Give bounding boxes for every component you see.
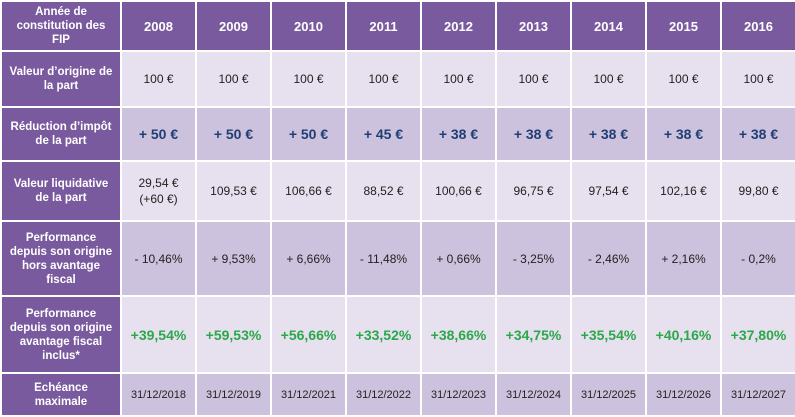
table-cell: 100 €: [195, 50, 272, 108]
table-cell: + 38 €: [720, 106, 795, 162]
year-header: 2010: [270, 0, 347, 52]
table-cell: 31/12/2027: [720, 372, 795, 417]
table-cell: - 3,25%: [495, 220, 572, 297]
table-cell: 100 €: [270, 50, 347, 108]
table-cell: + 38 €: [420, 106, 497, 162]
table-cell: 102,16 €: [645, 160, 722, 222]
table-cell: - 0,2%: [720, 220, 795, 297]
table-row-performance-hors-avantage: Performance depuis son origine hors avan…: [0, 220, 795, 297]
table-row-valeur-origine: Valeur d’origine de la part 100 € 100 € …: [0, 50, 795, 108]
table-cell: 97,54 €: [570, 160, 647, 222]
table-cell: + 50 €: [270, 106, 347, 162]
row-label: Valeur d’origine de la part: [0, 50, 122, 108]
table-cell: + 9,53%: [195, 220, 272, 297]
table-cell: +56,66%: [270, 295, 347, 374]
year-header: 2015: [645, 0, 722, 52]
table-row-valeur-liquidative: Valeur liquidative de la part 29,54 € (+…: [0, 160, 795, 222]
table-cell: +38,66%: [420, 295, 497, 374]
table-cell: 100 €: [720, 50, 795, 108]
table-row-performance-avantage-inclus: Performance depuis son origine avantage …: [0, 295, 795, 374]
table-cell: + 50 €: [120, 106, 197, 162]
table-row-echeance: Echéance maximale 31/12/2018 31/12/2019 …: [0, 372, 795, 417]
table-cell: + 0,66%: [420, 220, 497, 297]
year-header: 2008: [120, 0, 197, 52]
header-row: Année de constitution des FIP 2008 2009 …: [0, 0, 795, 52]
year-header: 2014: [570, 0, 647, 52]
table-cell: 96,75 €: [495, 160, 572, 222]
table-cell: 100 €: [420, 50, 497, 108]
cell-value: 29,54 €: [138, 176, 179, 190]
table-cell: +33,52%: [345, 295, 422, 374]
table-cell: 100 €: [495, 50, 572, 108]
table-cell: 31/12/2018: [120, 372, 197, 417]
table-cell: 109,53 €: [195, 160, 272, 222]
table-cell: +40,16%: [645, 295, 722, 374]
table-cell: +34,75%: [495, 295, 572, 374]
table-cell: +35,54%: [570, 295, 647, 374]
year-header: 2013: [495, 0, 572, 52]
row-label: Performance depuis son origine hors avan…: [0, 220, 122, 297]
table-cell: 31/12/2021: [270, 372, 347, 417]
table-cell: - 10,46%: [120, 220, 197, 297]
table-cell: 99,80 €: [720, 160, 795, 222]
table-cell: 31/12/2024: [495, 372, 572, 417]
table-cell: 31/12/2026: [645, 372, 722, 417]
table-cell: 100,66 €: [420, 160, 497, 222]
table-cell: + 38 €: [645, 106, 722, 162]
table-cell: 88,52 €: [345, 160, 422, 222]
table-row-reduction-impot: Réduction d’impôt de la part + 50 € + 50…: [0, 106, 795, 162]
table-cell: 31/12/2019: [195, 372, 272, 417]
row-label: Echéance maximale: [0, 372, 122, 417]
cell-note: (+60 €): [139, 192, 178, 206]
row-label: Performance depuis son origine avantage …: [0, 295, 122, 374]
table-cell: +37,80%: [720, 295, 795, 374]
table-cell: + 50 €: [195, 106, 272, 162]
table-cell: 106,66 €: [270, 160, 347, 222]
table-cell: + 45 €: [345, 106, 422, 162]
table-cell: - 11,48%: [345, 220, 422, 297]
year-header: 2011: [345, 0, 422, 52]
corner-label: Année de constitution des FIP: [0, 0, 122, 52]
table-cell: + 2,16%: [645, 220, 722, 297]
table-cell: 31/12/2025: [570, 372, 647, 417]
table-cell: 31/12/2022: [345, 372, 422, 417]
year-header: 2012: [420, 0, 497, 52]
table-cell: 31/12/2023: [420, 372, 497, 417]
row-label: Réduction d’impôt de la part: [0, 106, 122, 162]
table-cell: 100 €: [570, 50, 647, 108]
table-cell: + 6,66%: [270, 220, 347, 297]
table-cell: - 2,46%: [570, 220, 647, 297]
table-cell: 100 €: [120, 50, 197, 108]
table-cell: + 38 €: [495, 106, 572, 162]
table-cell: 100 €: [345, 50, 422, 108]
table-cell: +39,54%: [120, 295, 197, 374]
year-header: 2009: [195, 0, 272, 52]
table-cell: 29,54 € (+60 €): [120, 160, 197, 222]
table-cell: + 38 €: [570, 106, 647, 162]
table-cell: 100 €: [645, 50, 722, 108]
row-label: Valeur liquidative de la part: [0, 160, 122, 222]
year-header: 2016: [720, 0, 795, 52]
table-cell: +59,53%: [195, 295, 272, 374]
